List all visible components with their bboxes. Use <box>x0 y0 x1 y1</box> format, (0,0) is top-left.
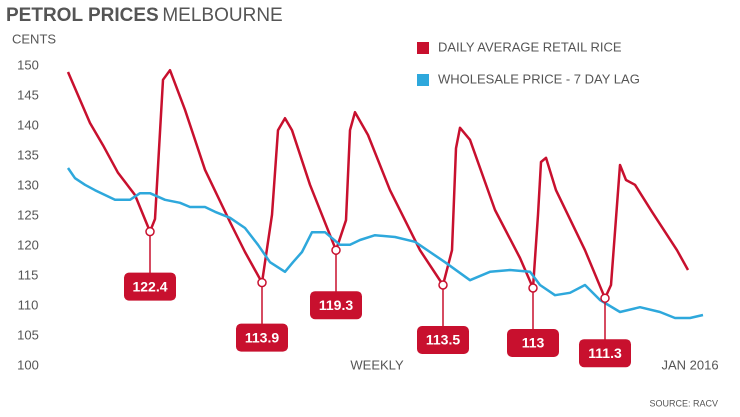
callout-point <box>528 283 538 293</box>
callout-point <box>145 226 155 237</box>
title: PETROL PRICES <box>6 5 159 26</box>
callout-box <box>124 272 176 301</box>
x-axis-label: WEEKLY <box>350 357 404 372</box>
callout-point <box>600 293 610 303</box>
y-tick-label: 125 <box>17 207 39 222</box>
title-suffix: MELBOURNE <box>162 5 282 26</box>
callout-point <box>257 277 267 288</box>
callout-box <box>236 323 288 352</box>
series-line <box>66 68 690 300</box>
callout-box <box>417 326 469 354</box>
callout-box <box>579 339 631 368</box>
legend-swatch <box>417 42 429 54</box>
callout-label: 119.3 <box>319 297 353 313</box>
callout-label: 122.4 <box>132 278 167 294</box>
y-tick-label: 100 <box>17 357 39 372</box>
y-tick-label: 140 <box>17 117 39 132</box>
y-tick-label: 120 <box>17 237 39 252</box>
y-tick-label: 105 <box>17 327 39 342</box>
source: SOURCE: RACV <box>649 398 718 408</box>
y-tick-label: 145 <box>17 87 39 102</box>
callout-box <box>310 291 362 320</box>
callout-label: 113.5 <box>426 332 460 348</box>
callout-point <box>331 245 341 255</box>
callout-box <box>507 329 559 357</box>
chart-title: PETROL PRICES MELBOURNE <box>6 5 283 26</box>
y-tick-label: 110 <box>18 297 39 312</box>
y-tick-label: 115 <box>18 267 39 282</box>
legend-label: DAILY AVERAGE RETAIL RICE <box>438 39 622 54</box>
x-tick-label: JAN 2016 <box>661 357 718 372</box>
y-tick-label: 135 <box>17 147 39 162</box>
legend-label: WHOLESALE PRICE - 7 DAY LAG <box>438 71 640 86</box>
callout-point <box>438 280 448 290</box>
series-line <box>66 167 704 320</box>
y-tick-label: 150 <box>17 57 39 72</box>
callout-label: 111.3 <box>588 345 622 361</box>
callout-label: 113.9 <box>245 329 279 345</box>
y-axis-label: CENTS <box>12 31 56 46</box>
y-tick-label: 130 <box>17 177 39 192</box>
callout-label: 113 <box>522 335 545 351</box>
legend-swatch <box>417 74 429 86</box>
